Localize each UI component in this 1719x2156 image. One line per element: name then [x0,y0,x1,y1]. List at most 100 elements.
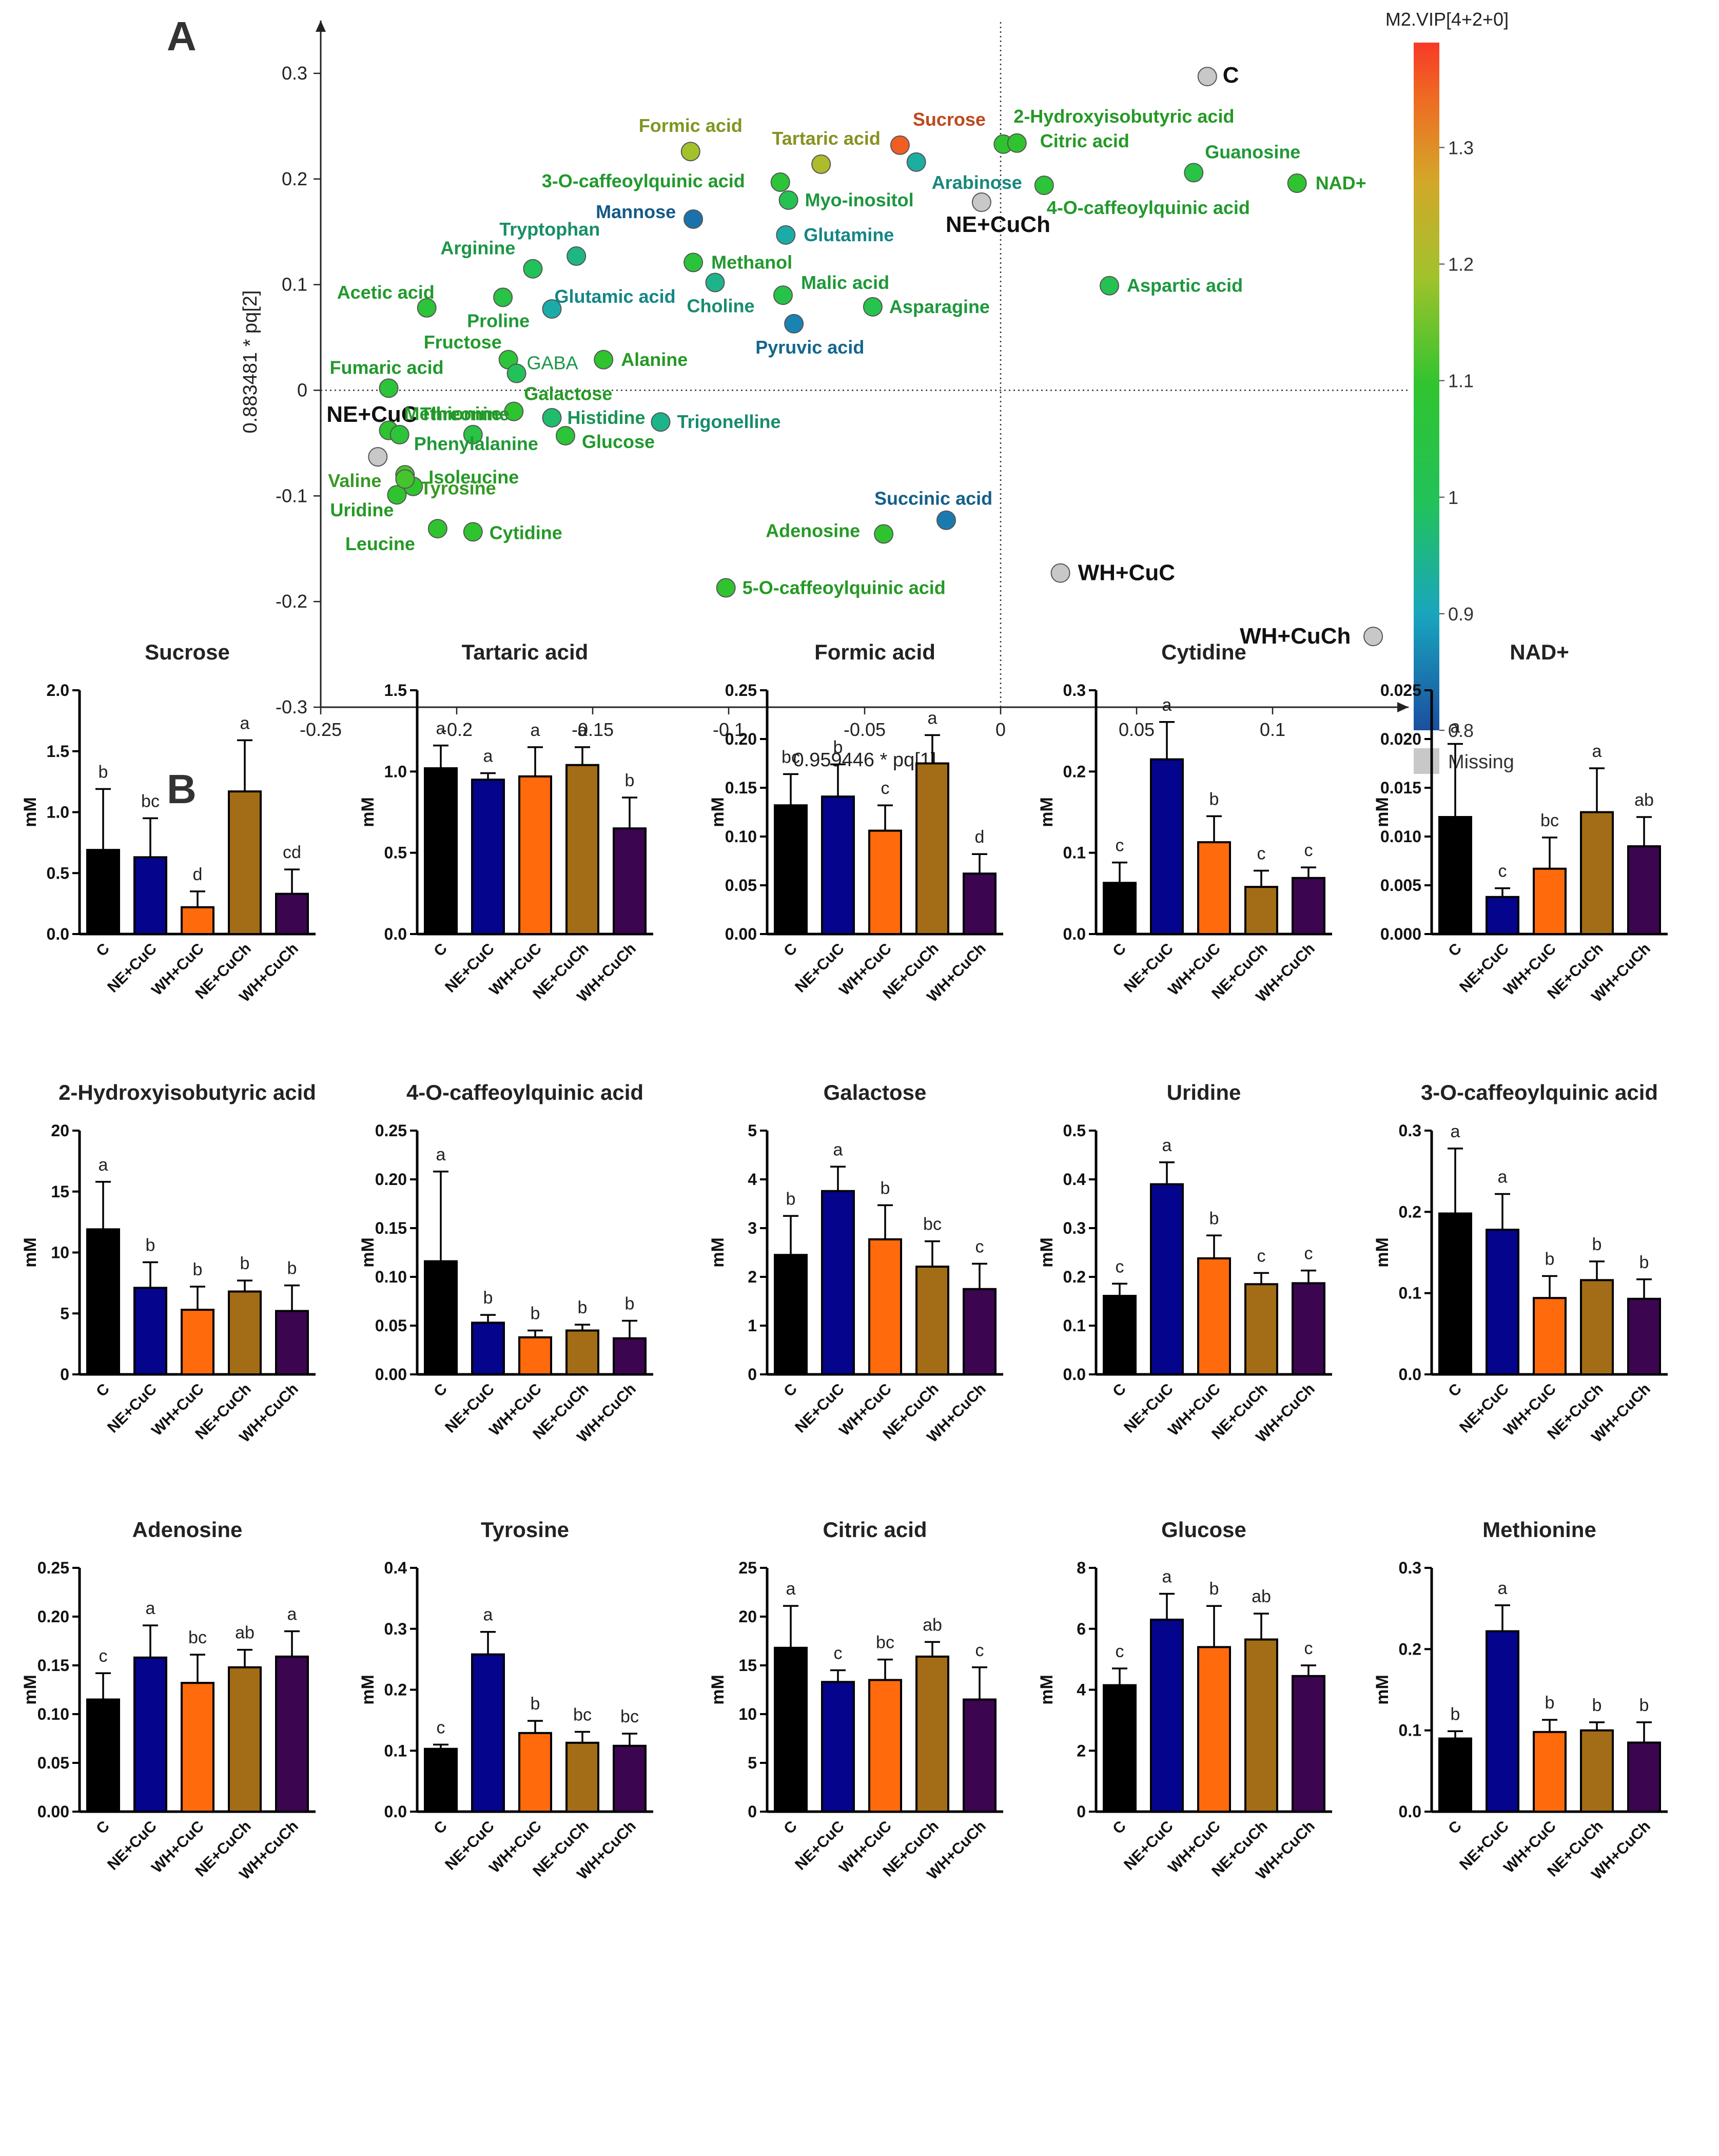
significance-letter: c [437,1718,445,1737]
bar-c [86,1698,120,1813]
bar-y-axis-label: mM [1037,797,1057,827]
scatter-label-3-o-caffeoylquinic-acid: 3-O-caffeoylquinic acid [542,170,745,191]
scatter-label-mannose: Mannose [596,201,676,222]
scatter-point-histidine [542,407,562,428]
bar-y-tick-label: 0.25 [37,1559,69,1577]
bar-y-tick-label: 0.2 [1399,1202,1421,1221]
significance-letter: b [287,1259,297,1278]
bar-chart-title: Methionine [1482,1518,1596,1542]
y-tick-label: 0.2 [282,168,307,189]
bar-y-tick-label: 0.5 [384,844,407,862]
scatter-label-pyruvic-acid: Pyruvic acid [755,337,864,358]
scatter-label-tryptophan: Tryptophan [499,219,600,240]
bar-chart-title: NAD+ [1510,640,1569,664]
bar-y-tick-label: 0.05 [375,1316,407,1335]
bar-y-axis-label: mM [358,797,378,827]
bar-c [424,1260,458,1376]
scatter-point-nad [1287,173,1307,193]
scatter-point-5-o-caffeoylquinic-acid [716,578,736,598]
bar-y-tick-label: 1.0 [384,762,407,781]
bar-ne-cuc [133,1656,167,1813]
significance-letter: a [1162,695,1172,715]
significance-letter: ab [1634,790,1654,810]
bar-ne-cuch [228,1290,262,1375]
bar-chart-grid: Sucrose0.00.51.01.52.0mMbCbcNE+CuCdWH+Cu… [21,640,1668,1883]
bar-y-tick-label: 0.10 [375,1268,407,1286]
scatter-point-proline [493,287,513,307]
significance-letter: ab [235,1623,255,1643]
significance-letter: c [834,1644,843,1663]
scatter-label-methionine: Methionine [404,403,502,424]
bar-wh-cuch [963,1288,997,1375]
colorbar-tick-label: 1 [1448,487,1458,508]
significance-letter: b [1592,1696,1602,1715]
bar-y-tick-label: 0.00 [37,1802,69,1821]
bar-y-tick-label: 0.3 [1399,1121,1421,1140]
bar-c [774,1254,808,1375]
scatter-point-trigonelline [651,412,671,432]
scatter-label-ne-cuch: NE+CuCh [946,212,1050,237]
bar-wh-cuch [963,872,997,935]
bar-category-label: C [93,1818,113,1838]
bar-wh-cuch [1292,1282,1325,1376]
colorbar-title: M2.VIP[4+2+0] [1385,9,1509,30]
bar-ne-cuc [821,1681,855,1813]
bar-y-tick-label: 15 [738,1656,757,1675]
bar-wh-cuc [181,906,214,935]
significance-letter: c [1498,862,1507,881]
bar-wh-cuc [181,1682,214,1813]
bar-wh-cuc [181,1309,214,1375]
scatter-label-acetic-acid: Acetic acid [337,282,435,303]
bar-y-tick-label: 0.025 [1380,681,1421,700]
significance-letter: b [240,1254,250,1273]
scatter-label-cytidine: Cytidine [490,522,562,543]
significance-letter: bc [141,791,160,811]
bar-y-tick-label: 0.20 [37,1607,69,1626]
bar-y-axis-label: mM [1373,1237,1392,1268]
bar-wh-cuch [1292,1675,1325,1813]
significance-letter: a [1451,1122,1460,1141]
scatter-point-cytidine [463,522,483,542]
bar-y-tick-label: 0.4 [1063,1170,1086,1189]
bar-wh-cuc [518,775,552,936]
scatter-point-arabinose [906,152,926,172]
y-tick-label: -0.2 [276,591,307,612]
scatter-label-trigonelline: Trigonelline [677,411,781,432]
significance-letter: bc [188,1628,207,1647]
bar-ne-cuch [1244,886,1278,935]
scatter-label-sucrose: Sucrose [913,109,986,130]
scatter-point-arginine [523,259,543,279]
significance-letter: b [833,737,843,757]
bar-y-axis-label: mM [21,1237,40,1268]
bar-wh-cuch [1627,845,1661,935]
scatter-y-axis-label: 0.883481 * pq[2] [240,290,261,434]
bar-y-axis-label: mM [21,797,40,827]
significance-letter: c [1116,1642,1124,1661]
bar-wh-cuc [868,829,902,935]
significance-letter: a [483,1605,493,1625]
bar-category-label: C [431,1818,451,1838]
scatter-label-tyrosine: Tyrosine [420,477,496,498]
bar-ne-cuc [471,779,505,935]
scatter-label-leucine: Leucine [345,533,415,554]
bar-y-tick-label: 0.015 [1380,779,1421,797]
significance-letter: b [625,771,635,790]
bar-y-tick-label: 0.2 [1399,1640,1421,1658]
bar-chart-sucrose: Sucrose0.00.51.01.52.0mMbCbcNE+CuCdWH+Cu… [21,640,316,1005]
scatter-label-ne-cuc: NE+CuC [326,402,417,427]
significance-letter: c [881,779,890,798]
bar-chart-4-o-caffeoylquinic-acid: 4-O-caffeoylquinic acid 0.00 0.05 0.10 0.15 0… [358,1080,653,1446]
scatter-point-adenosine [874,524,894,544]
scatter-label-formic-acid: Formic acid [639,115,743,136]
scatter-label-tartaric-acid: Tartaric acid [772,128,880,149]
scatter-point-gaba [506,363,526,383]
scatter-point-glutamic-acid [542,299,562,319]
bar-y-tick-label: 5 [748,1121,757,1140]
scatter-point-methanol [683,252,704,273]
bar-category-label: C [780,1381,800,1401]
bar-c [1438,1737,1472,1813]
bar-y-tick-label: 0.0 [1399,1365,1421,1384]
bar-c [1103,1684,1137,1813]
bar-chart-title: Adenosine [132,1518,243,1542]
